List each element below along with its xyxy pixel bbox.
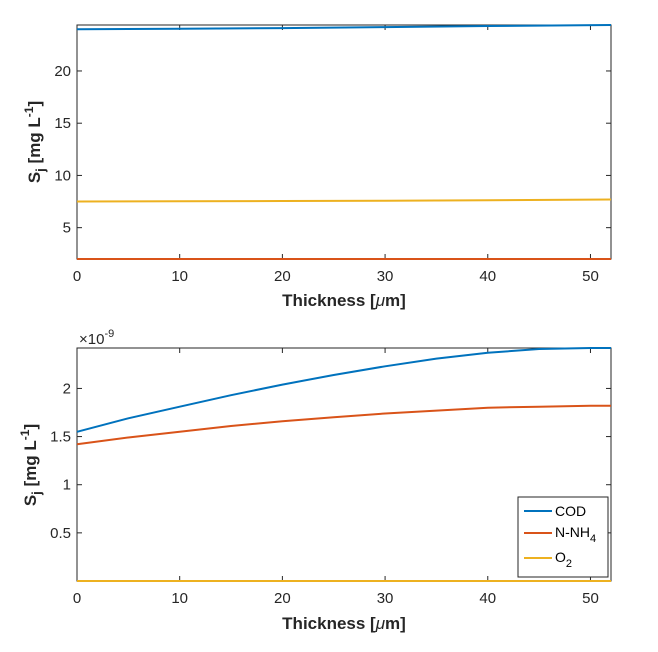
bottom-y-tick-label: 2 [63,380,71,397]
legend-label-nnh4: N-NH4 [555,524,596,545]
top-y-tick-label: 20 [54,63,71,80]
bottom-x-tick-label: 20 [274,590,291,607]
top-y-ticks: 5 10 15 20 [54,63,611,237]
top-x-tick-label: 30 [377,268,394,285]
bottom-series-cod [76,347,611,433]
bottom-y-exponent: ×10-9 [79,328,114,348]
top-y-tick-label: 15 [54,115,71,132]
bottom-y-tick-label: 1 [63,477,71,494]
bottom-x-tick-label: 40 [479,590,496,607]
legend: COD N-NH4 O2 [517,496,609,578]
top-plot-area [76,24,612,260]
bottom-x-tick-label: 50 [582,590,599,607]
top-chart: 0 10 20 30 40 50 5 10 15 20 Thickness [μm] Sj [m… [22,24,612,310]
top-x-tick-label: 10 [171,268,188,285]
top-x-tick-label: 50 [582,268,599,285]
top-x-tick-label: 40 [479,268,496,285]
bottom-chart: 0 10 20 30 40 50 0.5 1 1.5 2 ×10-9 Thickness [μm… [18,328,612,633]
bottom-x-ticks: 0 10 20 30 40 50 [73,348,599,607]
top-series-lines [76,24,612,260]
bottom-y-tick-label: 0.5 [50,525,71,542]
top-y-axis-label: Sj [mg L-1] [22,101,48,183]
top-series-o2 [76,198,612,203]
bottom-y-ticks: 0.5 1 1.5 2 [50,380,611,542]
top-x-ticks: 0 10 20 30 40 50 [73,25,599,285]
legend-label-cod: COD [555,503,586,519]
bottom-x-tick-label: 0 [73,590,81,607]
bottom-series-lines [76,347,611,582]
bottom-x-axis-label: Thickness [μm] [282,614,406,633]
top-x-tick-label: 0 [73,268,81,285]
top-x-axis-label: Thickness [μm] [282,291,406,310]
top-y-tick-label: 5 [63,220,71,237]
top-y-tick-label: 10 [54,167,71,184]
legend-label-o2: O2 [555,549,572,570]
bottom-series-nnh4 [76,404,611,446]
top-series-cod [76,24,612,31]
top-x-tick-label: 20 [274,268,291,285]
bottom-x-tick-label: 10 [171,590,188,607]
bottom-y-tick-label: 1.5 [50,429,71,446]
bottom-x-tick-label: 30 [377,590,394,607]
bottom-y-axis-label: Sj [mg L-1] [18,424,44,506]
